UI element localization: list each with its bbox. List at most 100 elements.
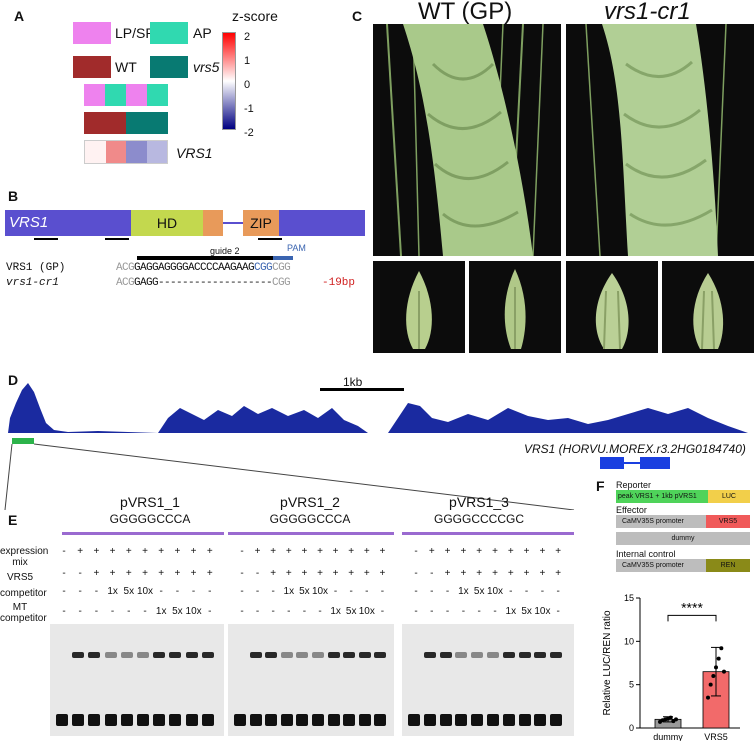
guide-label: guide 2: [210, 246, 240, 256]
spike-illustration: [585, 24, 727, 256]
colorbar-tick: -1: [244, 103, 254, 115]
probe-name: pVRS1_1: [120, 494, 180, 510]
exon-3: [279, 210, 365, 236]
luc-ren-bar-chart: 0 5 10 15 Relative LUC/REN ratio dummy VRS5 ***…: [602, 593, 740, 741]
exon-2: [97, 210, 131, 236]
free-probe-band: [201, 714, 214, 726]
free-probe-band: [550, 714, 563, 726]
spikelet-illustration: [406, 271, 432, 349]
panel-label-e: E: [8, 512, 18, 528]
shifted-band: [72, 652, 85, 658]
lane-sign: 10x: [534, 606, 551, 617]
lane-sign: -: [127, 606, 131, 617]
pam-bar: [273, 256, 293, 260]
spike-photo-mutant: [566, 24, 754, 256]
lane-sign: -: [143, 606, 147, 617]
shifted-band: [296, 652, 309, 658]
heatmap-cell: [85, 141, 106, 163]
seq-wt: ACGGAGGAGGGGACCCCAAGAAGCGGCGG: [116, 262, 291, 274]
lane-sign: +: [270, 568, 277, 579]
free-probe-band: [120, 714, 133, 726]
seq-mutant: ACGGAGG-------------------CGG: [116, 277, 291, 289]
lane-sign: 10x: [185, 606, 202, 617]
colorbar: [222, 32, 236, 130]
colorbar-title: z-score: [232, 8, 278, 24]
reporter-label: Reporter: [616, 480, 652, 490]
chip-coverage-track: [8, 383, 748, 433]
colorbar-tick: -2: [244, 127, 254, 139]
spike-photo-wt: [373, 24, 561, 256]
lane-sign: -: [430, 568, 434, 579]
lane-sign: +: [77, 546, 84, 557]
lane-sign: +: [285, 546, 292, 557]
panel-label-a: A: [14, 8, 25, 24]
colorbar-tick: 1: [244, 55, 251, 67]
free-probe-band: [343, 714, 356, 726]
shifted-band: [550, 652, 563, 658]
lane-sign: -: [78, 568, 82, 579]
heatmap-cell: [105, 112, 126, 134]
spikelet-photo: [566, 261, 658, 353]
probe-bar: [62, 532, 224, 535]
shifted-band: [249, 652, 262, 658]
shifted-band: [312, 652, 324, 658]
exon-1: [5, 210, 97, 236]
free-probe-band: [56, 714, 68, 726]
lane-sign: 5x: [172, 606, 183, 617]
data-point: [714, 665, 718, 670]
shifted-band: [455, 652, 468, 658]
y-axis-label: Relative LUC/REN ratio: [602, 610, 613, 715]
lane-sign: +: [301, 546, 308, 557]
zoom-lines: [4, 443, 575, 510]
free-probe-band: [502, 714, 515, 726]
lane-sign: -: [414, 606, 418, 617]
shifted-band: [423, 652, 436, 658]
lane-sign: -: [255, 586, 260, 597]
control-gene: REN: [706, 559, 750, 572]
deletion-size: -19bp: [322, 277, 356, 289]
shifted-band: [137, 652, 149, 658]
reporter-promoter: peak VRS1 + 1kb pVRS1: [616, 490, 708, 503]
lane-sign: -: [302, 606, 307, 617]
free-probe-band: [185, 714, 198, 726]
effector-promoter: CaMV35S promoter: [616, 515, 708, 528]
probe-name: pVRS1_3: [449, 494, 509, 510]
gene-name: VRS1: [9, 214, 49, 231]
lane-sign: +: [348, 546, 355, 557]
lane-sign: 1x: [155, 606, 167, 617]
lane-sign: +: [539, 546, 546, 557]
lane-sign: -: [62, 606, 66, 617]
lane-sign: +: [93, 568, 100, 579]
coverage-peak: [8, 383, 158, 433]
lane-sign: 1x: [458, 586, 469, 597]
lane-sign: 5x: [299, 586, 310, 597]
lane-sign: -: [94, 606, 99, 617]
lane-sign: -: [556, 606, 560, 617]
lane-sign: +: [109, 546, 116, 557]
shifted-band: [88, 652, 101, 658]
shifted-band: [343, 652, 356, 658]
lane-sign: +: [539, 568, 546, 579]
y-tick-label: 15: [624, 593, 634, 603]
peak-region-marker: [12, 438, 34, 444]
lane-sign: 5x: [345, 606, 357, 617]
free-probe-band: [280, 714, 293, 726]
gene-structure: VRS1 HD ZIP: [5, 210, 365, 236]
lane-sign: -: [78, 586, 82, 597]
panel-label-d: D: [8, 372, 19, 388]
heatmap-cell: [147, 112, 168, 134]
significance-stars: ****: [681, 599, 703, 615]
lane-sign: +: [363, 546, 370, 557]
lane-sign: 10x: [358, 606, 375, 617]
lane-sign: 5x: [473, 586, 485, 597]
lane-sign: +: [444, 568, 451, 579]
legend-swatch-ap: [150, 22, 188, 44]
seq-deleted: GAGG-------------------: [134, 277, 273, 289]
lane-sign: -: [461, 606, 466, 617]
free-probe-band: [249, 714, 262, 726]
heatmap-gene-label: VRS1: [176, 145, 213, 161]
scale-label: 1kb: [343, 375, 363, 389]
lane-sign: -: [333, 586, 338, 597]
data-point: [668, 715, 673, 720]
shifted-band: [153, 652, 166, 658]
